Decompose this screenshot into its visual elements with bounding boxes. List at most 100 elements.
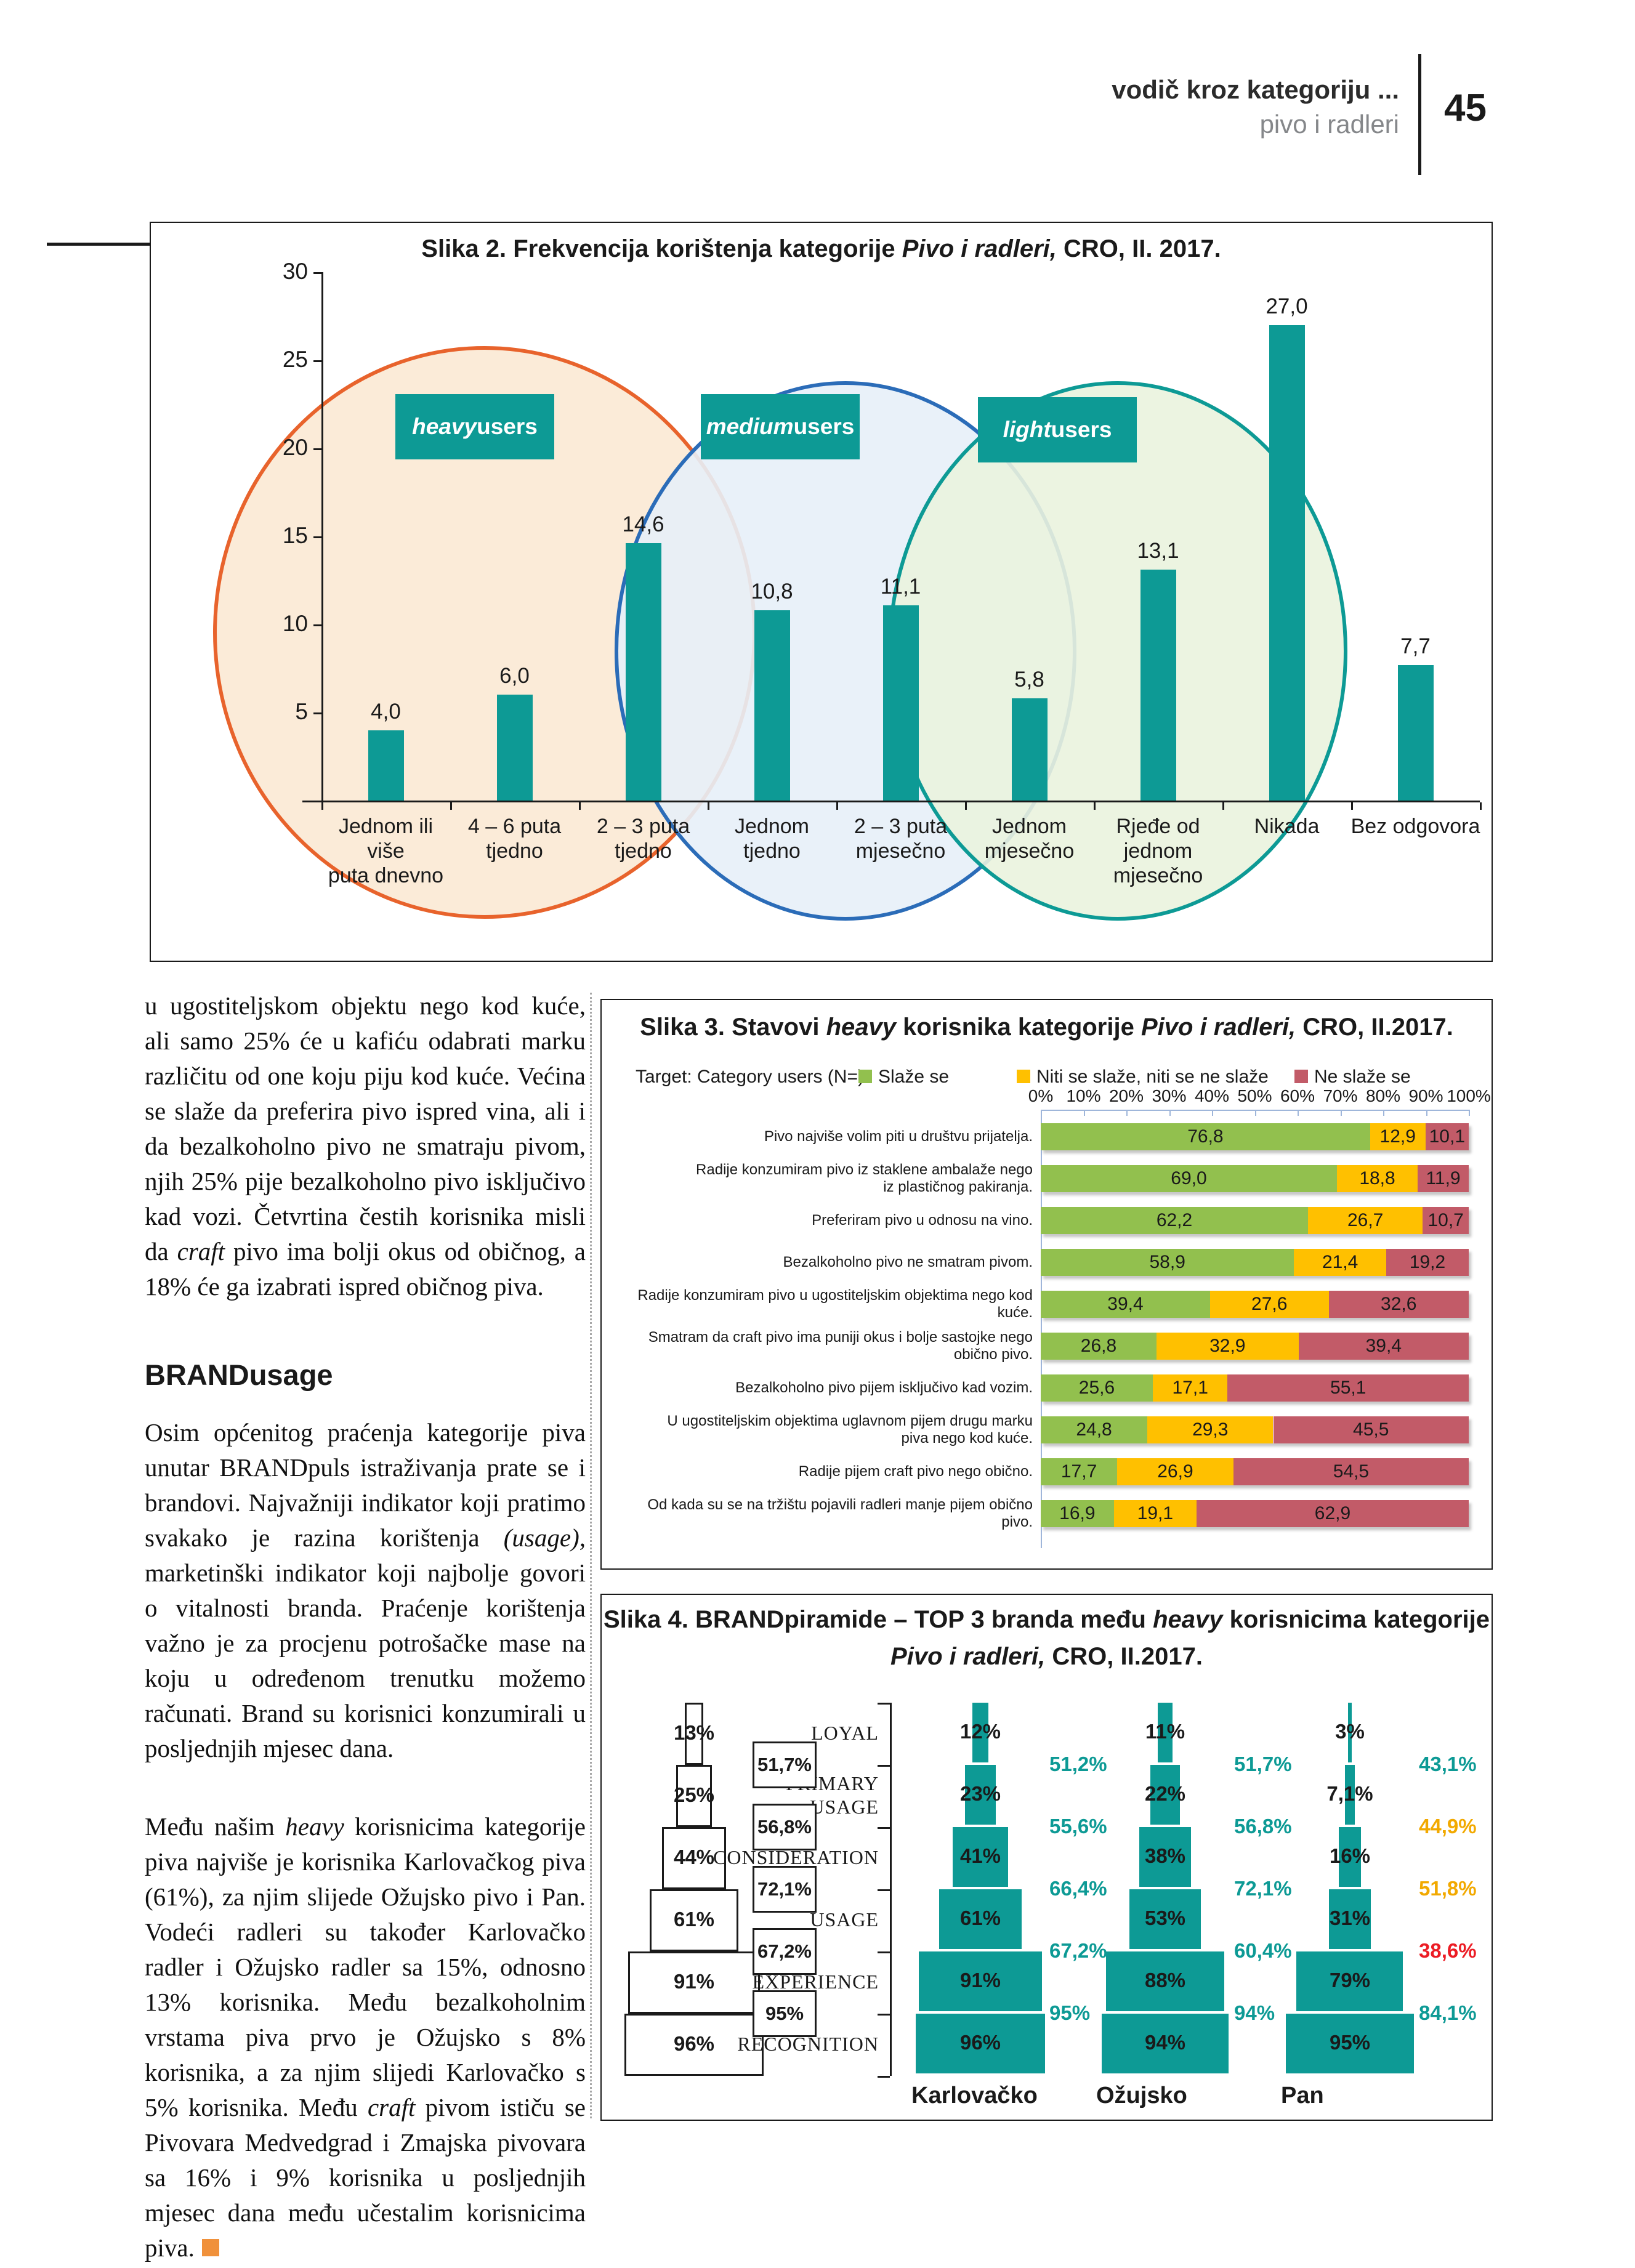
pyramid-bracket-tick xyxy=(878,1703,890,1705)
fig2-y-tick-label: 30 xyxy=(282,259,308,284)
fig3-bar-segment-amber: 27,6 xyxy=(1209,1291,1329,1318)
pyramid-bar-value: 94% xyxy=(1144,2031,1186,2054)
fig3-bar-segment-rose: 55,1 xyxy=(1227,1374,1469,1402)
fig3-row-label-line: iz plastičnog pakiranja. xyxy=(883,1179,1033,1195)
fig3-stacked-bar: 39,4 27,6 32,6 xyxy=(1041,1291,1469,1318)
fig3-row-label: Bezalkoholno pivo pijem isključivo kad v… xyxy=(614,1366,1033,1410)
pyramid-bar-value: 91% xyxy=(959,1969,1001,1992)
fig3-bar-segment-rose: 32,6 xyxy=(1328,1291,1469,1318)
fig3-row-label: Od kada su se na tržištu pojavili radler… xyxy=(614,1491,1033,1536)
fig2-bar xyxy=(496,695,533,801)
text-segment: marketinški indikator koji najbolje govo… xyxy=(145,1559,586,1762)
reference-pyramid-level xyxy=(662,1827,726,1889)
legend-swatch-rose xyxy=(1294,1070,1308,1083)
fig3-segment-value: 21,4 xyxy=(1322,1252,1358,1272)
header-divider xyxy=(1418,54,1421,175)
fig2-category-line: Rjeđe od xyxy=(1116,815,1200,838)
fig3-bar-segment-green: 25,6 xyxy=(1041,1374,1153,1402)
pyramid-conversion-value: 55,6% xyxy=(1049,1815,1107,1838)
fig2-category-label: 2 – 3 puta mjesečno xyxy=(833,814,969,863)
fig2-category-line: 4 – 6 puta xyxy=(467,815,562,838)
fig3-row-label-line: Preferiram pivo u odnosu na vino. xyxy=(812,1212,1033,1229)
fig2-bar-value: 27,0 xyxy=(1266,294,1308,318)
reference-conversion-box: 67,2% xyxy=(753,1928,817,1975)
fig3-segment-value: 62,9 xyxy=(1314,1503,1351,1523)
pyramid-bar-value: 88% xyxy=(1144,1969,1186,1992)
fig3-bar-segment-green: 39,4 xyxy=(1041,1291,1210,1318)
legend-swatch-amber xyxy=(1017,1070,1030,1083)
fig3-segment-value: 11,9 xyxy=(1426,1168,1461,1188)
fig2-category-line: Jednom xyxy=(992,815,1067,838)
pyramid-conversion-value: 94% xyxy=(1234,2001,1275,2024)
fig3-row-label-line: Bezalkoholno pivo pijem isključivo kad v… xyxy=(735,1379,1033,1396)
pyramid-brand-name: Ožujsko xyxy=(1096,2083,1187,2109)
pyramid-conversion-value: 43,1% xyxy=(1419,1753,1477,1775)
fig3-row-label: Radije konzumiram pivo u ugostiteljskim … xyxy=(614,1282,1033,1326)
fig2-bar-value: 7,7 xyxy=(1400,634,1431,658)
reference-pyramid-level xyxy=(624,2014,764,2076)
article-paragraph-2: Osim općenitog praćenja kategorije piva … xyxy=(145,1415,586,1766)
fig2-plot-area: heavy users medium users light users 5 10 15 2… xyxy=(151,223,1489,958)
column-divider xyxy=(590,993,592,2118)
fig3-x-tick-label: 70% xyxy=(1323,1086,1358,1105)
pyramid-bar xyxy=(1285,2014,1415,2073)
fig4-title-line1: Slika 4. BRANDpiramide – TOP 3 branda me… xyxy=(602,1606,1492,1634)
pyramid-bar-value: 16% xyxy=(1329,1844,1371,1867)
fig2-x-tick xyxy=(708,802,709,810)
group-label-rest: users xyxy=(477,414,538,439)
pyramid-bar-value: 3% xyxy=(1335,1720,1365,1743)
fig3-bar-segment-amber: 18,8 xyxy=(1336,1165,1418,1192)
pyramid-bar-value: 31% xyxy=(1329,1907,1371,1929)
fig2-category-line: Jednom ili više xyxy=(338,815,434,863)
fig2-x-axis xyxy=(302,801,1480,802)
text-segment: Među našim xyxy=(145,1812,286,1841)
fig3-x-tick xyxy=(1469,1110,1470,1116)
fig3-row-label-line: Radije konzumiram pivo u ugostiteljskim … xyxy=(637,1287,1033,1321)
fig2-bar xyxy=(1269,325,1305,801)
fig3-segment-value: 39,4 xyxy=(1365,1336,1402,1356)
figure-slika4: Slika 4. BRANDpiramide – TOP 3 branda me… xyxy=(600,1594,1493,2121)
fig2-category-label: Jednom tjedno xyxy=(704,814,840,863)
fig2-bar xyxy=(1011,698,1048,801)
fig3-row-label: Preferiram pivo u odnosu na vino. xyxy=(614,1198,1033,1243)
pyramid-bar-value: 11% xyxy=(1145,1720,1185,1743)
fig2-category-label: Jednom ili više puta dnevno xyxy=(318,814,454,888)
fig2-y-tick-label: 5 xyxy=(295,699,308,724)
text-segment: Pivo i radleri, xyxy=(890,1643,1046,1670)
header-title: vodič kroz kategoriju ... xyxy=(1112,75,1399,104)
figure-slika3: Slika 3. Stavovi heavy korisnika kategor… xyxy=(600,999,1493,1570)
fig3-target-label: Target: Category users (N=) xyxy=(636,1067,864,1087)
fig2-category-line: 2 – 3 puta xyxy=(596,815,690,838)
fig2-category-label: Rjeđe od jednom mjesečno xyxy=(1091,814,1226,888)
fig3-bar-segment-rose: 19,2 xyxy=(1386,1249,1469,1276)
fig3-bar-segment-green: 16,9 xyxy=(1041,1500,1114,1527)
fig3-bar-segment-rose: 62,9 xyxy=(1196,1500,1469,1527)
fig3-bar-segment-amber: 29,3 xyxy=(1147,1416,1274,1443)
fig2-y-tick xyxy=(313,272,321,274)
fig3-bar-segment-rose: 45,5 xyxy=(1273,1416,1469,1443)
fig3-x-tick xyxy=(1126,1110,1128,1116)
fig3-stacked-bar: 26,8 32,9 39,4 xyxy=(1041,1333,1469,1360)
text-segment: Osim općenitog praćenja kategorije piva … xyxy=(145,1418,586,1552)
fig2-category-line: puta dnevno xyxy=(328,864,444,887)
heavy-users-label: heavy users xyxy=(395,394,554,459)
fig3-bar-segment-rose: 10,1 xyxy=(1425,1123,1469,1150)
fig3-bar-segment-amber: 21,4 xyxy=(1294,1249,1386,1276)
reference-conversion-box: 56,8% xyxy=(753,1804,817,1850)
fig2-bar xyxy=(754,610,790,801)
text-segment: Pivo i radleri, xyxy=(902,235,1057,262)
pyramid-bar-value: 96% xyxy=(959,2031,1001,2054)
fig2-category-label: Nikada xyxy=(1219,814,1355,839)
pyramid-bar xyxy=(1329,1889,1371,1949)
fig2-y-tick-label: 25 xyxy=(282,347,308,372)
fig3-x-tick xyxy=(1340,1110,1342,1116)
medium-users-label: medium users xyxy=(701,394,860,459)
article-paragraph-3-text: Među našim heavy korisnicima kategorije … xyxy=(145,1812,586,2262)
pyramid-bar xyxy=(964,1765,996,1825)
fig3-x-tick xyxy=(1383,1110,1384,1116)
fig3-bar-segment-rose: 39,4 xyxy=(1298,1333,1469,1360)
legend-label: Niti se slaže, niti se ne slaže xyxy=(1036,1067,1269,1087)
text-segment: Slika 4. BRANDpiramide – TOP 3 branda me… xyxy=(603,1606,1153,1633)
fig3-segment-value: 10,7 xyxy=(1427,1210,1464,1230)
text-segment: CRO, II.2017. xyxy=(1045,1643,1203,1670)
